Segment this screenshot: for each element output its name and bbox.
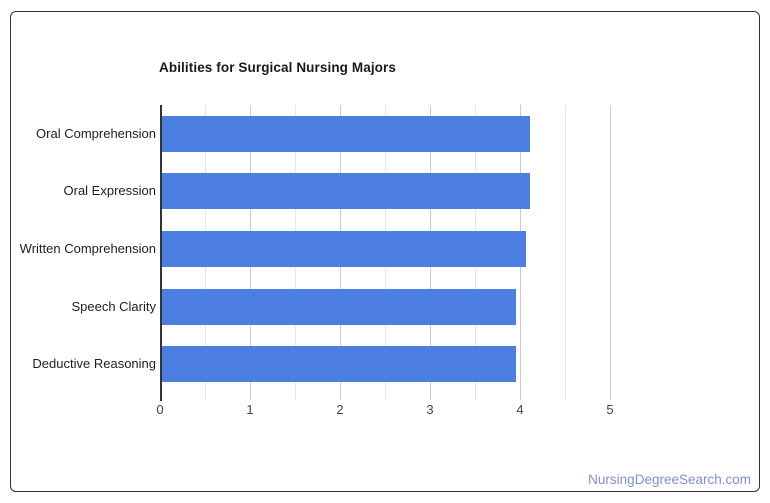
y-axis-line xyxy=(160,105,162,401)
category-label: Deductive Reasoning xyxy=(32,356,156,371)
value-tick-label: 3 xyxy=(426,402,434,417)
bar[interactable] xyxy=(161,231,526,267)
brand-link[interactable]: NursingDegreeSearch.com xyxy=(588,472,751,487)
chart-card: Abilities for Surgical Nursing Majors Or… xyxy=(10,11,760,492)
bar[interactable] xyxy=(161,116,530,152)
bar[interactable] xyxy=(161,289,516,325)
value-tick-label: 4 xyxy=(516,402,524,417)
value-tick-label: 0 xyxy=(156,402,164,417)
bar[interactable] xyxy=(161,173,530,209)
minor-gridline xyxy=(565,105,566,400)
bar[interactable] xyxy=(161,346,516,382)
plot-area xyxy=(160,105,611,401)
category-label: Written Comprehension xyxy=(19,241,156,256)
major-gridline xyxy=(610,105,611,400)
category-label: Oral Comprehension xyxy=(36,126,156,141)
chart-title: Abilities for Surgical Nursing Majors xyxy=(159,60,396,75)
value-tick-label: 1 xyxy=(246,402,254,417)
category-label: Oral Expression xyxy=(63,183,156,198)
value-tick-label: 2 xyxy=(336,402,344,417)
category-label: Speech Clarity xyxy=(71,299,156,314)
value-tick-label: 5 xyxy=(606,402,614,417)
